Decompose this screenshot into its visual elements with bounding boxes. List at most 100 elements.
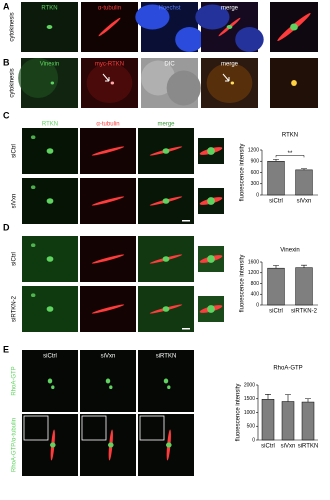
- micrograph: [80, 414, 136, 476]
- scale-bar: [182, 328, 190, 330]
- micrograph-signal: [91, 304, 125, 314]
- bar: [261, 399, 275, 441]
- y-tick-label: 1200: [248, 147, 259, 153]
- y-tick-label: 0: [256, 302, 259, 308]
- image-label: Vinexin: [40, 62, 60, 68]
- micrograph-signal: [235, 27, 264, 52]
- micrograph-signal: [207, 255, 215, 263]
- panel-letter: E: [3, 344, 9, 354]
- bar: [281, 401, 295, 441]
- micrograph-signal: [47, 378, 53, 384]
- x-tick-label: siCtrl: [269, 309, 283, 315]
- micrograph-signal: [50, 81, 55, 85]
- x-tick-label: siRTKN-2: [291, 309, 318, 315]
- row-label: siCtrl: [12, 144, 18, 158]
- y-tick-label: 1000: [244, 410, 255, 416]
- chart-title: Vinexin: [280, 248, 300, 254]
- scale-bar: [182, 220, 190, 222]
- micrograph-signal: [109, 385, 113, 390]
- micrograph-signal: [30, 185, 36, 190]
- image-label: siRTKN: [156, 354, 177, 360]
- micrograph-signal: [50, 442, 56, 448]
- micrograph-signal: [98, 17, 121, 37]
- micrograph-signal: [230, 81, 235, 85]
- inset-frame: [81, 415, 107, 441]
- micrograph-signal: [46, 148, 54, 154]
- row-label: RhoA-GTP: [12, 366, 18, 395]
- image-label: siVxn: [101, 354, 116, 360]
- side-label: cytokinesis: [10, 68, 16, 97]
- image-label: myc-RTKN: [95, 62, 124, 68]
- y-tick-label: 800: [251, 281, 260, 287]
- y-tick-label: 500: [247, 424, 256, 430]
- micrograph-signal: [18, 58, 59, 98]
- micrograph-signal: [46, 198, 54, 204]
- micrograph-signal: [207, 147, 215, 155]
- panel-letter: C: [3, 110, 10, 120]
- micrograph-signal: [108, 442, 114, 448]
- side-label: cytokinesis: [10, 12, 16, 41]
- y-tick-label: 2000: [244, 382, 255, 388]
- micrograph-signal: [163, 378, 169, 384]
- bar: [267, 267, 285, 306]
- micrograph-signal: [105, 378, 111, 384]
- micrograph: [138, 414, 194, 476]
- panel-letter: A: [3, 1, 10, 11]
- micrograph-signal: [206, 63, 253, 103]
- panel-letter: B: [3, 57, 10, 67]
- image-label: RTKN: [42, 122, 58, 128]
- error-bar: [273, 159, 279, 162]
- micrograph-signal: [91, 254, 125, 264]
- micrograph-signal: [226, 25, 233, 29]
- error-bar: [265, 394, 271, 400]
- image-label: merge: [221, 6, 239, 12]
- image-label: siCtrl: [43, 354, 57, 360]
- row-label: RhoA-GTP/α-tubulin: [12, 418, 18, 472]
- y-tick-label: 1500: [244, 396, 255, 402]
- micrograph-signal: [207, 197, 215, 205]
- image-label: α-tubulin: [96, 122, 119, 128]
- row-label: siCtrl: [12, 252, 18, 266]
- y-axis-label: fluorescence intensity: [236, 384, 242, 442]
- x-tick-label: siRTKN: [298, 444, 319, 450]
- y-tick-label: 1200: [248, 270, 259, 276]
- inset-frame: [23, 415, 49, 441]
- error-bar: [301, 168, 307, 170]
- micrograph-signal: [166, 442, 172, 448]
- image-label: Hoechst: [158, 6, 180, 12]
- x-tick-label: siCtrl: [269, 199, 283, 205]
- image-label: DIC: [164, 62, 175, 68]
- x-tick-label: siVxn: [281, 444, 296, 450]
- micrograph-signal: [195, 4, 230, 30]
- error-bar: [285, 394, 291, 402]
- micrograph-signal: [162, 256, 170, 262]
- image-label: α-tubulin: [98, 6, 121, 12]
- image-label: merge: [221, 62, 239, 68]
- micrograph-signal: [141, 60, 176, 96]
- micrograph-signal: [46, 25, 53, 29]
- y-tick-label: 600: [251, 170, 260, 176]
- arrow: [102, 73, 110, 82]
- micrograph-signal: [30, 135, 36, 140]
- micrograph-signal: [162, 198, 170, 204]
- x-tick-label: siVxn: [297, 199, 312, 205]
- error-bar: [301, 264, 307, 268]
- bar: [301, 401, 315, 441]
- micrograph-signal: [30, 243, 36, 248]
- chart-title: RTKN: [282, 133, 298, 139]
- y-axis-label: fluorescence intensity: [240, 144, 246, 202]
- micrograph-signal: [162, 148, 170, 154]
- micrograph-signal: [91, 146, 125, 156]
- row-label: siRTKN-2: [12, 295, 18, 322]
- micrograph-signal: [291, 80, 297, 86]
- significance-bracket: [275, 155, 305, 158]
- chart-title: RhoA-GTP: [273, 366, 302, 372]
- micrograph-signal: [46, 256, 54, 262]
- error-bar: [273, 265, 279, 269]
- arrow: [222, 73, 230, 82]
- y-tick-label: 1600: [248, 259, 259, 265]
- image-label: merge: [157, 122, 175, 128]
- bar: [267, 161, 285, 196]
- row-label: siVxn: [12, 194, 18, 209]
